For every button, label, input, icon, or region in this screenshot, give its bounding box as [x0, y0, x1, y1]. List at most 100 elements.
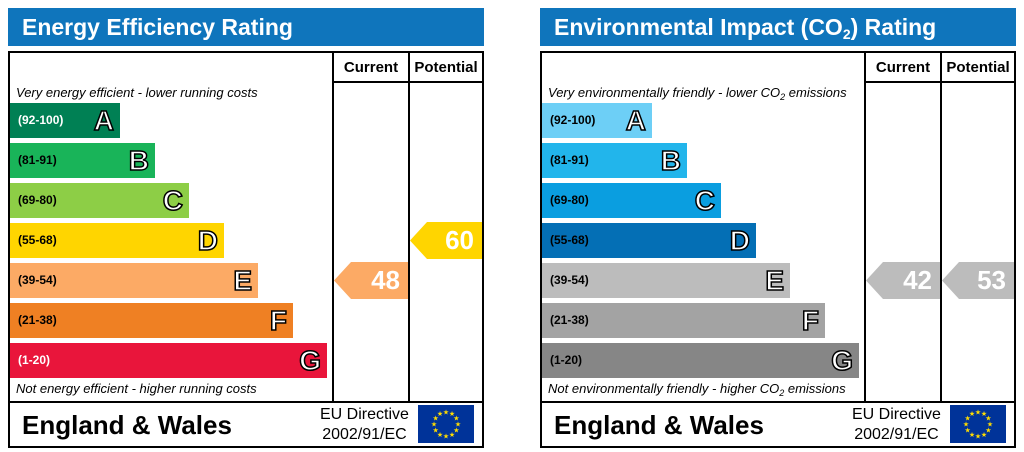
- region-label: England & Wales: [554, 410, 764, 440]
- flag-star-icon: ★: [963, 421, 969, 429]
- band-letter: G: [298, 344, 321, 377]
- flag-star-icon: ★: [987, 421, 993, 429]
- rating-band-b: (81-91) B: [542, 143, 687, 178]
- footer-divider: [10, 401, 482, 403]
- flag-star-icon: ★: [969, 410, 975, 418]
- band-letter: E: [233, 264, 253, 297]
- band-range-label: (81-91): [550, 153, 589, 167]
- bottom-note: Not energy efficient - higher running co…: [16, 381, 257, 396]
- flag-star-icon: ★: [443, 409, 449, 417]
- directive-line-2: 2002/91/EC: [322, 426, 407, 443]
- energy-efficiency-panel: Energy Efficiency Rating Current Potenti…: [8, 8, 484, 448]
- band-letter: A: [625, 104, 647, 137]
- band-range-label: (55-68): [550, 233, 589, 247]
- flag-star-icon: ★: [431, 421, 437, 429]
- band-letter: C: [694, 184, 716, 217]
- flag-star-icon: ★: [981, 431, 987, 439]
- footer-divider: [542, 401, 1014, 403]
- potential-rating-value: 60: [445, 225, 474, 255]
- band-letter: D: [197, 224, 219, 257]
- band-letter: F: [269, 304, 288, 337]
- band-range-label: (39-54): [18, 273, 57, 287]
- band-letter: G: [830, 344, 853, 377]
- flag-star-icon: ★: [437, 431, 443, 439]
- band-letter: F: [801, 304, 820, 337]
- rating-table: Current Potential Very energy efficient …: [8, 51, 484, 448]
- band-letter: D: [729, 224, 751, 257]
- top-note: Very environmentally friendly - lower CO…: [548, 85, 847, 102]
- directive-line-1: EU Directive: [852, 406, 941, 423]
- region-label: England & Wales: [22, 410, 232, 440]
- flag-star-icon: ★: [985, 415, 991, 423]
- rating-band-g: (1-20) G: [10, 343, 327, 378]
- bottom-note: Not environmentally friendly - higher CO…: [548, 381, 846, 398]
- rating-band-a: (92-100) A: [10, 103, 120, 138]
- rating-band-c: (69-80) C: [10, 183, 189, 218]
- current-rating-marker: 48: [334, 262, 408, 299]
- rating-band-e: (39-54) E: [10, 263, 258, 298]
- flag-star-icon: ★: [453, 415, 459, 423]
- flag-star-icon: ★: [969, 431, 975, 439]
- flag-star-icon: ★: [432, 427, 438, 435]
- flag-star-icon: ★: [449, 410, 455, 418]
- column-divider: [864, 53, 866, 403]
- rating-band-d: (55-68) D: [542, 223, 756, 258]
- band-range-label: (92-100): [550, 113, 596, 127]
- column-divider: [332, 53, 334, 403]
- flag-star-icon: ★: [449, 431, 455, 439]
- directive-line-1: EU Directive: [320, 406, 409, 423]
- column-current-header: Current: [343, 59, 399, 76]
- band-letter: B: [128, 144, 150, 177]
- rating-band-b: (81-91) B: [10, 143, 155, 178]
- band-range-label: (55-68): [18, 233, 57, 247]
- column-divider: [940, 53, 942, 403]
- top-note: Very energy efficient - lower running co…: [16, 85, 258, 100]
- current-rating-value: 48: [371, 265, 400, 295]
- band-letter: B: [660, 144, 682, 177]
- header-divider: [864, 81, 1014, 83]
- flag-star-icon: ★: [964, 427, 970, 435]
- band-range-label: (69-80): [550, 193, 589, 207]
- header-divider: [332, 81, 482, 83]
- flag-star-icon: ★: [975, 409, 981, 417]
- rating-band-e: (39-54) E: [542, 263, 790, 298]
- band-letter: A: [93, 104, 115, 137]
- current-rating-value: 42: [903, 265, 932, 295]
- panel-title: Energy Efficiency Rating: [8, 8, 484, 46]
- band-range-label: (21-38): [550, 313, 589, 327]
- rating-band-f: (21-38) F: [542, 303, 825, 338]
- directive-line-2: 2002/91/EC: [854, 426, 939, 443]
- flag-star-icon: ★: [453, 427, 459, 435]
- flag-star-icon: ★: [432, 415, 438, 423]
- potential-rating-marker: 60: [410, 222, 482, 259]
- band-letter: E: [765, 264, 785, 297]
- column-current-header: Current: [875, 59, 931, 76]
- eu-flag-icon: ★ ★ ★ ★ ★ ★ ★ ★ ★ ★ ★ ★: [418, 405, 474, 443]
- potential-rating-marker: 53: [942, 262, 1014, 299]
- band-range-label: (81-91): [18, 153, 57, 167]
- flag-star-icon: ★: [455, 421, 461, 429]
- eu-flag-icon: ★ ★ ★ ★ ★ ★ ★ ★ ★ ★ ★ ★: [950, 405, 1006, 443]
- band-range-label: (69-80): [18, 193, 57, 207]
- column-potential-header: Potential: [946, 59, 1010, 76]
- eu-directive: EU Directive 2002/91/EC: [320, 405, 409, 445]
- band-range-label: (21-38): [18, 313, 57, 327]
- band-letter: C: [162, 184, 184, 217]
- panel-title: Environmental Impact (CO2) Rating: [540, 8, 1016, 46]
- flag-star-icon: ★: [437, 410, 443, 418]
- flag-star-icon: ★: [981, 410, 987, 418]
- band-range-label: (92-100): [18, 113, 64, 127]
- rating-band-d: (55-68) D: [10, 223, 224, 258]
- band-range-label: (1-20): [550, 353, 583, 367]
- rating-band-g: (1-20) G: [542, 343, 859, 378]
- rating-band-a: (92-100) A: [542, 103, 652, 138]
- band-range-label: (39-54): [550, 273, 589, 287]
- eu-directive: EU Directive 2002/91/EC: [852, 405, 941, 445]
- flag-star-icon: ★: [443, 433, 449, 441]
- environmental-impact-panel: Environmental Impact (CO2) Rating Curren…: [540, 8, 1016, 448]
- flag-star-icon: ★: [985, 427, 991, 435]
- rating-table: Current Potential Very environmentally f…: [540, 51, 1016, 448]
- rating-band-f: (21-38) F: [10, 303, 293, 338]
- column-divider: [408, 53, 410, 403]
- potential-rating-value: 53: [977, 265, 1006, 295]
